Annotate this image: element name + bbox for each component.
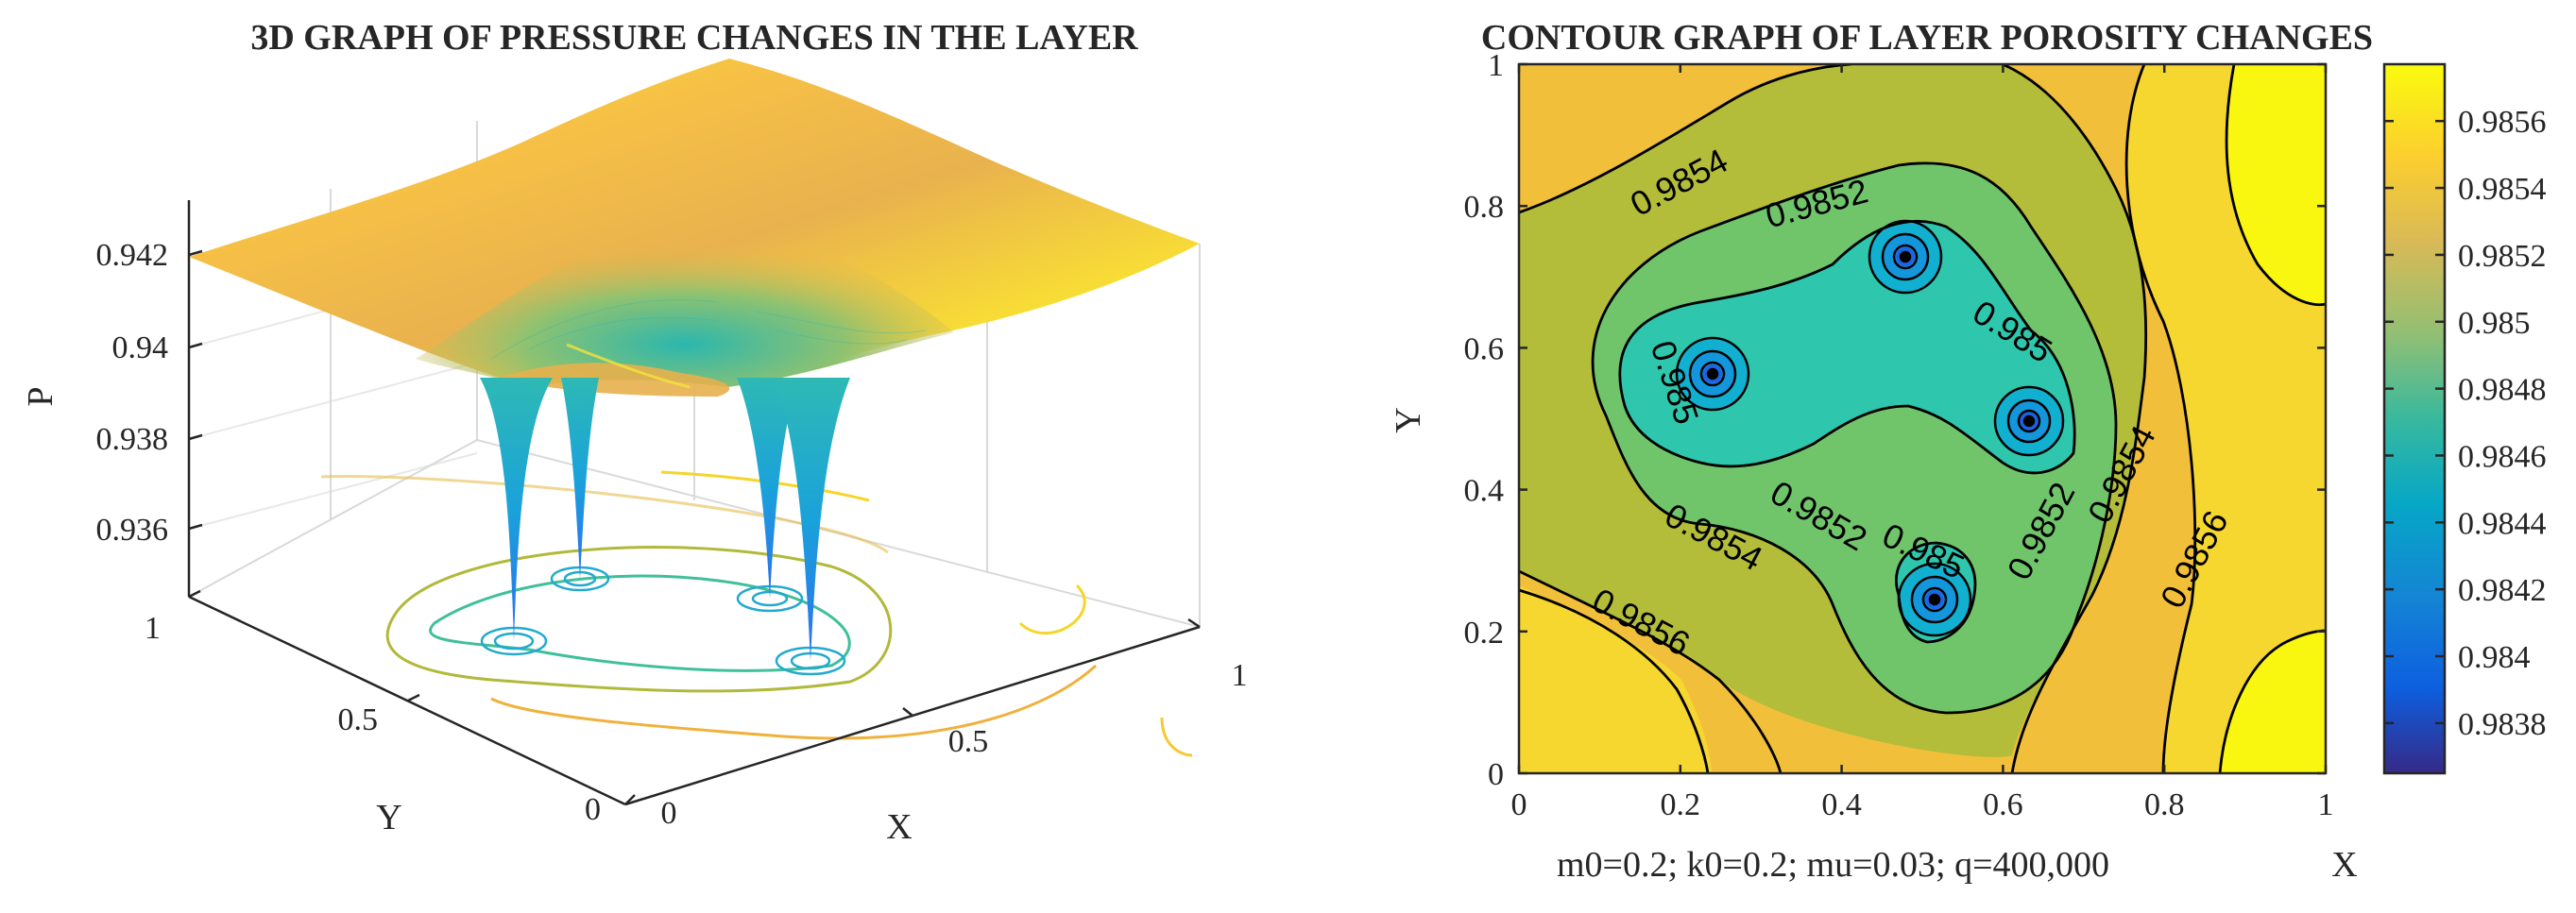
x-tick-label: 1 — [2318, 787, 2334, 822]
x-tick-label: 0.4 — [1821, 787, 1862, 822]
x-tick-label: 0 — [661, 796, 677, 831]
x-tick-label: 1 — [1232, 658, 1248, 693]
well-spike-2 — [561, 378, 599, 579]
x-axis-label-3d: X — [886, 807, 912, 847]
z-tick-label: 0.938 — [96, 422, 169, 457]
well-spike-3 — [737, 378, 799, 599]
colorbar-tick-label: 0.985 — [2458, 306, 2531, 341]
z-tick-label: 0.94 — [112, 330, 169, 365]
surface-plot-3d: 3D GRAPH OF PRESSURE CHANGES IN THE LAYE… — [21, 18, 1248, 847]
y-tick-label: 0 — [585, 792, 601, 827]
surface-plot-title: 3D GRAPH OF PRESSURE CHANGES IN THE LAYE… — [250, 18, 1138, 58]
z-tick-marks — [188, 249, 1201, 805]
base-well-rings — [480, 566, 846, 676]
colorbar-tick-label: 0.984 — [2458, 640, 2531, 675]
y-tick-label: 1 — [1488, 48, 1504, 83]
y-tick-label: 0.5 — [338, 702, 379, 737]
well-contour-rings — [1675, 219, 2065, 637]
z-tick-label: 0.942 — [96, 238, 169, 273]
x-tick-label: 0 — [1511, 787, 1527, 822]
y-tick-labels-3d: 1 0.5 0 — [145, 611, 601, 827]
contour-y-axis-label: Y — [1389, 407, 1428, 432]
x-tick-label: 0.2 — [1661, 787, 1701, 822]
y-tick-label: 0 — [1488, 757, 1504, 792]
x-tick-label: 0.5 — [948, 724, 989, 759]
well-spike-1 — [480, 378, 553, 641]
colorbar-tick-label: 0.9846 — [2458, 439, 2547, 474]
x-tick-label: 0.8 — [2144, 787, 2185, 822]
y-axis-label-3d: Y — [376, 798, 401, 837]
y-tick-label: 0.6 — [1464, 331, 1505, 366]
z-tick-label: 0.936 — [96, 513, 169, 548]
z-tick-labels: 0.942 0.94 0.938 0.936 — [96, 238, 169, 548]
colorbar-tick-label: 0.9848 — [2458, 373, 2547, 408]
x-tick-labels-3d: 0 0.5 1 — [661, 658, 1248, 831]
colorbar-tick-label: 0.9854 — [2458, 172, 2547, 207]
y-tick-label: 0.8 — [1464, 190, 1505, 225]
contour-axes-frame — [1517, 62, 2328, 775]
base-contours — [320, 470, 1193, 757]
z-axis-label: P — [21, 386, 60, 406]
parameters-annotation: m0=0.2; k0=0.2; mu=0.03; q=400,000 — [1557, 845, 2109, 885]
colorbar-ticks: 0.9838 0.984 0.9842 0.9844 0.9846 0.9848 0.985… — [2384, 105, 2547, 742]
contour-plot: CONTOUR GRAPH OF LAYER POROSITY CHANGES — [1389, 18, 2547, 885]
contour-fill — [1519, 64, 2326, 773]
y-tick-label: 0.4 — [1464, 474, 1505, 509]
colorbar-tick-label: 0.9844 — [2458, 506, 2547, 541]
contour-x-axis-label: X — [2331, 845, 2357, 885]
colorbar-tick-label: 0.9856 — [2458, 105, 2547, 140]
well-spike-4 — [775, 378, 850, 661]
colorbar — [2382, 62, 2447, 775]
y-tick-label: 0.2 — [1464, 616, 1505, 651]
x-tick-label: 0.6 — [1983, 787, 2023, 822]
contour-ticks — [1517, 62, 2328, 775]
colorbar-tick-label: 0.9838 — [2458, 707, 2547, 742]
contour-lines — [1519, 64, 2326, 773]
contour-x-tick-labels: 0 0.2 0.4 0.6 0.8 1 — [1511, 787, 2334, 822]
pressure-surface — [189, 59, 1200, 661]
contour-plot-title: CONTOUR GRAPH OF LAYER POROSITY CHANGES — [1481, 18, 2373, 58]
colorbar-tick-label: 0.9852 — [2458, 239, 2547, 274]
colorbar-tick-label: 0.9842 — [2458, 573, 2547, 608]
contour-y-tick-labels: 0 0.2 0.4 0.6 0.8 1 — [1464, 48, 1505, 792]
y-tick-label: 1 — [145, 611, 161, 646]
